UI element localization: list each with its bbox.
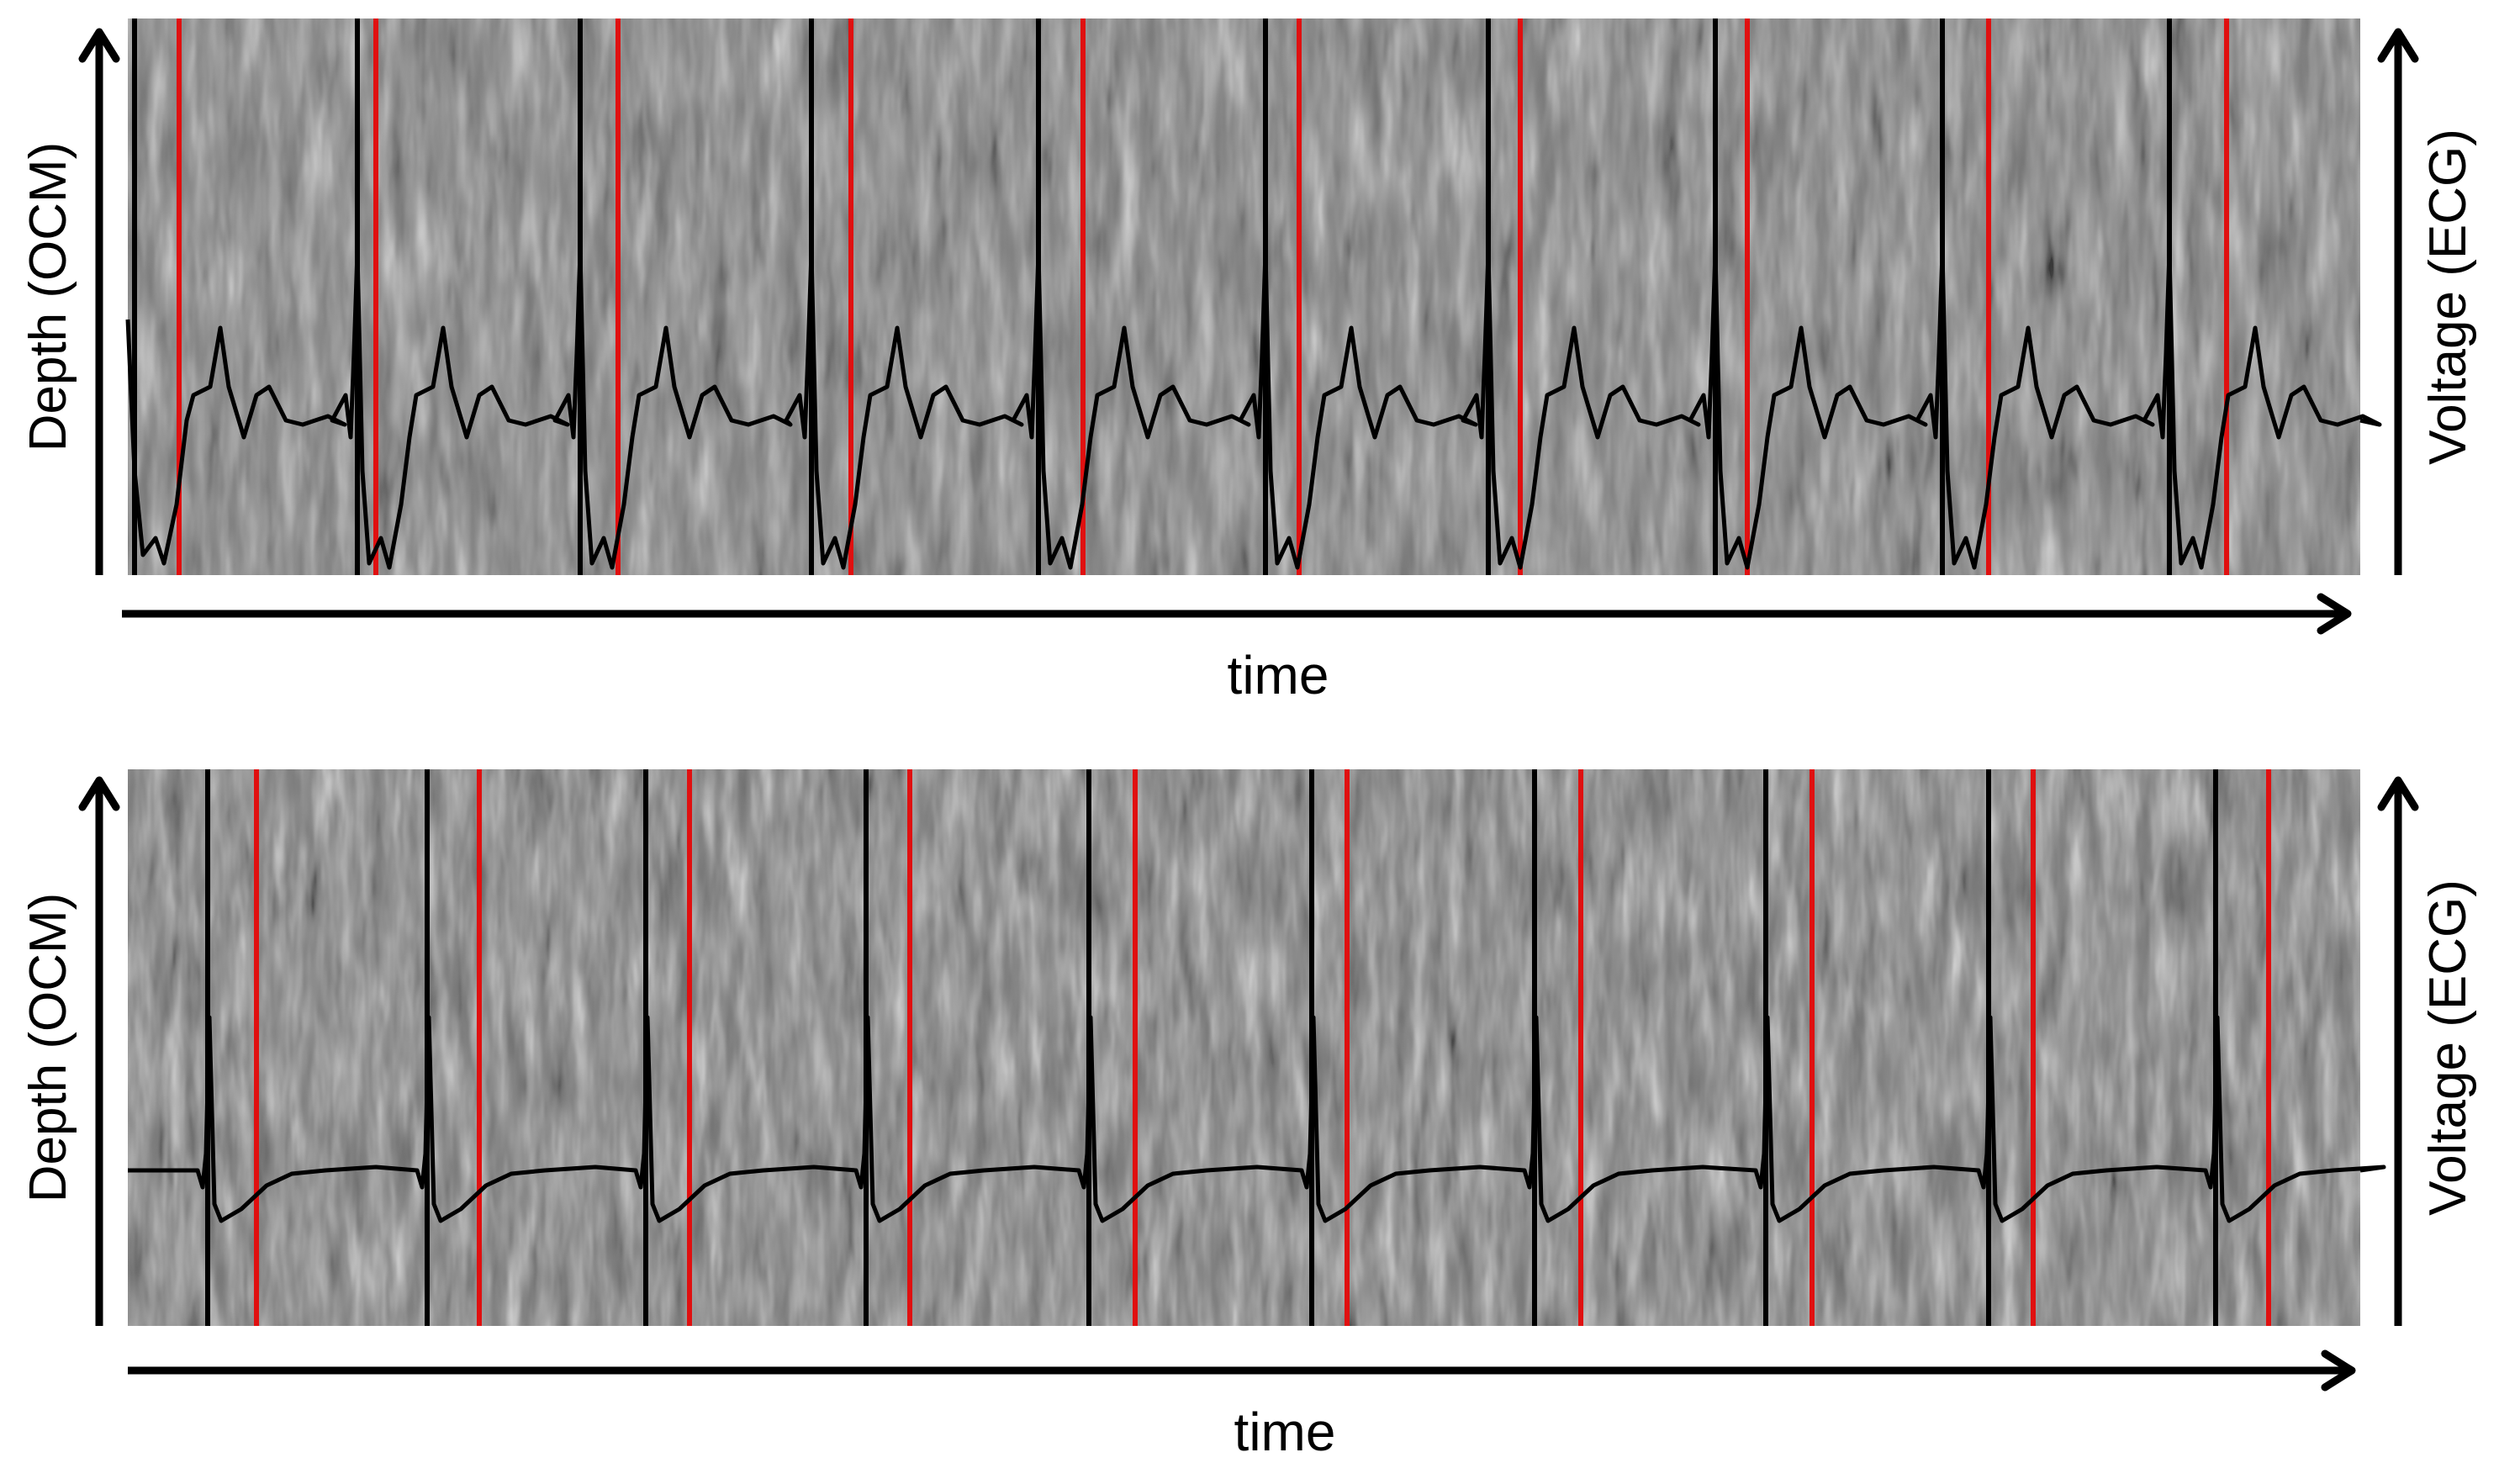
top-depth-arrowhead bbox=[78, 28, 120, 63]
bottom-time-label: time bbox=[1234, 1402, 1336, 1462]
bottom-voltage-arrowhead bbox=[2377, 776, 2419, 811]
top-time-label: time bbox=[1228, 645, 1329, 705]
bottom-depth-label: Depth (OCM) bbox=[19, 893, 77, 1203]
bottom-voltage-label: Voltage (ECG) bbox=[2419, 879, 2477, 1216]
top-panel: Depth (OCM) Voltage (ECG) time bbox=[19, 18, 2477, 705]
top-voltage-label: Voltage (ECG) bbox=[2419, 129, 2477, 465]
top-ocm-texture bbox=[128, 18, 2360, 575]
top-depth-label: Depth (OCM) bbox=[19, 142, 77, 452]
top-time-arrowhead bbox=[2317, 593, 2352, 635]
bottom-ecg-trace bbox=[128, 1015, 2386, 1223]
bottom-ocm-texture bbox=[128, 769, 2360, 1326]
bottom-time-arrowhead bbox=[2321, 1349, 2356, 1392]
top-ecg-trace bbox=[125, 250, 2382, 570]
bottom-panel: Depth (OCM) Voltage (ECG) time bbox=[19, 769, 2477, 1462]
bottom-depth-arrowhead bbox=[78, 776, 120, 811]
top-voltage-arrowhead bbox=[2377, 28, 2419, 63]
